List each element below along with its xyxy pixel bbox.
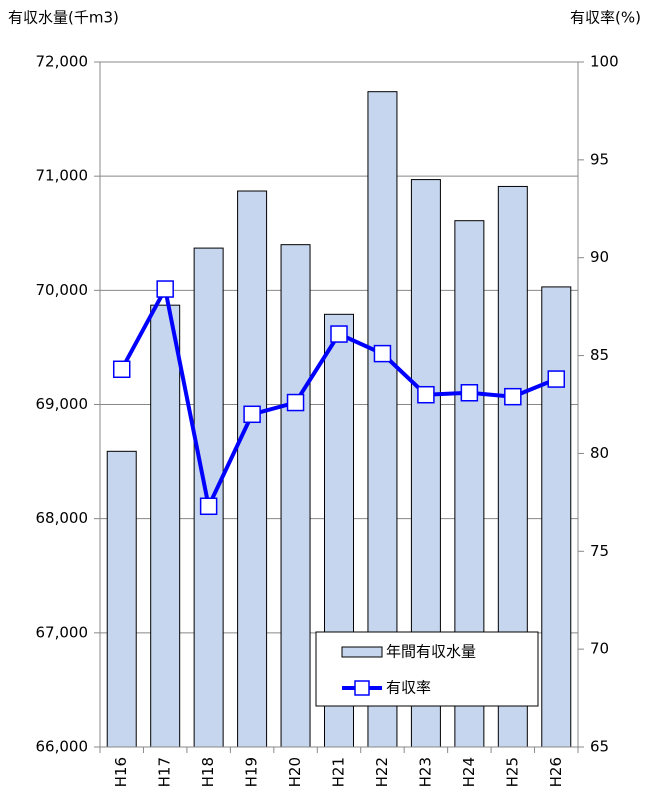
marker: [286, 393, 305, 412]
bar: [541, 286, 572, 748]
bar: [106, 450, 137, 748]
marker: [156, 280, 174, 298]
x-tick-label: H17: [156, 757, 174, 787]
y2-tick-label: 95: [590, 150, 609, 168]
marker: [547, 370, 566, 388]
marker: [373, 344, 392, 363]
y-axis-label: 有収水量(千m3): [8, 9, 119, 27]
x-tick-label: H20: [286, 757, 304, 787]
x-tick-label: H19: [243, 757, 261, 787]
legend-label: 年間有収水量: [386, 643, 476, 661]
y2-tick-label: 75: [590, 542, 609, 560]
marker: [112, 360, 131, 379]
y2-tick-label: 80: [590, 444, 609, 462]
bar: [150, 304, 181, 748]
y-tick-label: 71,000: [36, 167, 89, 185]
x-tick-label: H18: [199, 757, 217, 787]
legend-box: [315, 631, 539, 707]
y-tick-label: 66,000: [36, 738, 89, 756]
marker: [243, 405, 261, 424]
y2-tick-label: 70: [590, 640, 609, 658]
marker: [417, 385, 435, 404]
y2-tick-label: 100: [590, 53, 619, 71]
x-tick-label: H21: [330, 757, 348, 787]
x-tick-label: H16: [112, 757, 130, 787]
y-tick-label: 69,000: [36, 395, 89, 413]
x-tick-label: H25: [503, 757, 521, 787]
y-tick-label: 68,000: [36, 509, 89, 527]
x-tick-label: H23: [416, 757, 434, 787]
y-tick-label: 70,000: [36, 281, 89, 299]
marker: [460, 384, 479, 402]
x-tick-label: H24: [460, 757, 478, 787]
marker: [199, 497, 218, 516]
y2-axis-label: 有収率(%): [570, 9, 641, 27]
marker: [330, 325, 348, 343]
bar: [280, 244, 311, 748]
x-tick-label: H26: [547, 757, 565, 787]
legend-marker: [354, 680, 370, 696]
legend-swatch: [341, 646, 383, 658]
legend-label: 有収率: [386, 679, 431, 697]
y-tick-label: 72,000: [36, 53, 89, 71]
x-tick-label: H22: [373, 757, 391, 787]
y2-tick-label: 65: [590, 738, 609, 756]
bar: [237, 190, 268, 748]
plot-border: [99, 61, 579, 748]
y-tick-label: 67,000: [36, 623, 89, 641]
y2-tick-label: 85: [590, 346, 609, 364]
marker: [504, 387, 522, 406]
y2-tick-label: 90: [590, 248, 609, 266]
